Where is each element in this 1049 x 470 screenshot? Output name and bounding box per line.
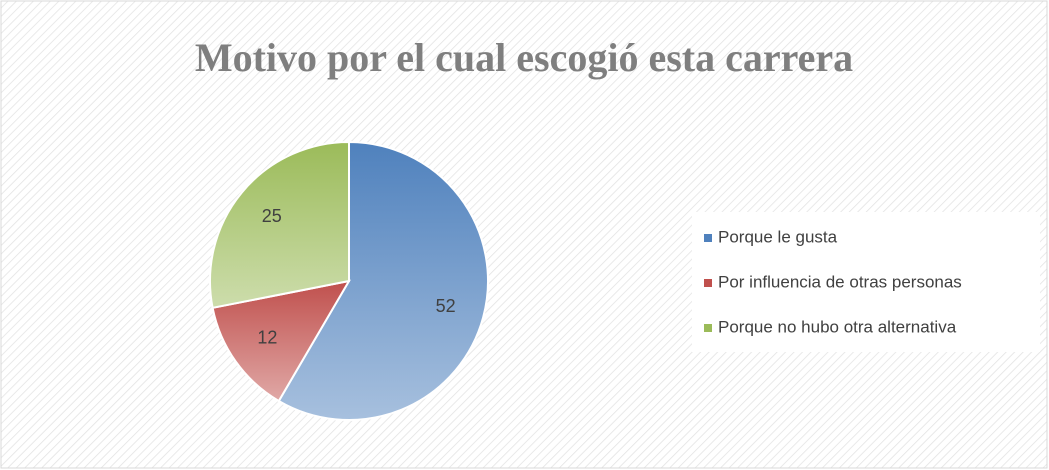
legend-swatch: [704, 234, 712, 242]
data-label: 52: [436, 296, 456, 316]
legend-swatch: [704, 279, 712, 287]
legend-label: Porque le gusta: [718, 227, 838, 246]
chart-title: Motivo por el cual escogió esta carrera: [195, 35, 853, 80]
legend-label: Por influencia de otras personas: [718, 272, 962, 291]
legend-swatch: [704, 324, 712, 332]
pie-slice: [211, 279, 351, 403]
legend-label: Porque no hubo otra alternativa: [718, 317, 957, 336]
data-label: 12: [257, 328, 277, 348]
legend-background: [692, 212, 1040, 352]
pie-slice: [277, 140, 489, 421]
data-label: 25: [262, 206, 282, 226]
pie-slice: [209, 140, 350, 309]
